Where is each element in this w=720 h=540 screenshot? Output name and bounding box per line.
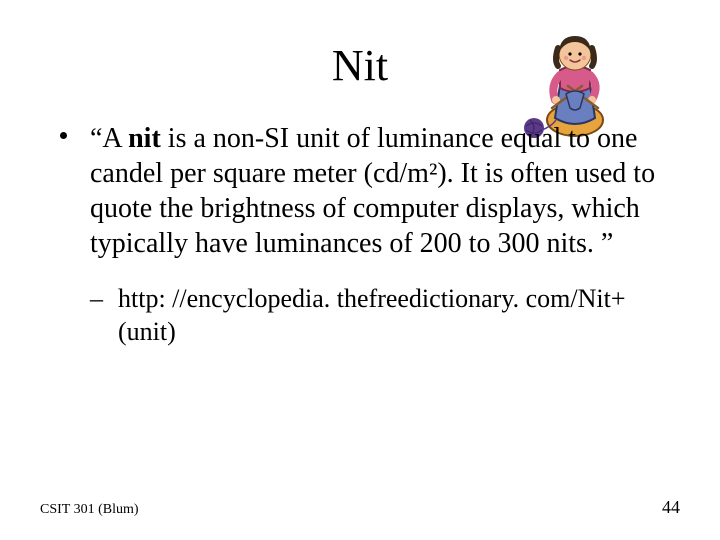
bullet-text: “A nit is a non-SI unit of luminance equ… bbox=[90, 123, 655, 259]
slide-title: Nit bbox=[332, 40, 388, 91]
bullet-dot-icon bbox=[60, 132, 67, 139]
bullet-bold: nit bbox=[128, 123, 161, 154]
sub-bullet-item: – http: //encyclopedia. thefreedictionar… bbox=[90, 283, 680, 348]
dash-icon: – bbox=[90, 283, 103, 316]
footer-page-number: 44 bbox=[662, 497, 680, 518]
title-row: Nit bbox=[40, 40, 680, 91]
footer-left: CSIT 301 (Blum) bbox=[40, 502, 139, 518]
bullet-rest: is a non-SI unit of luminance equal to o… bbox=[90, 123, 655, 259]
bullet-item: “A nit is a non-SI unit of luminance equ… bbox=[60, 121, 680, 261]
bullet-prefix: “A bbox=[90, 123, 128, 154]
body-content: “A nit is a non-SI unit of luminance equ… bbox=[40, 121, 680, 348]
sub-text: http: //encyclopedia. thefreedictionary.… bbox=[118, 284, 626, 346]
slide: Nit bbox=[0, 0, 720, 540]
